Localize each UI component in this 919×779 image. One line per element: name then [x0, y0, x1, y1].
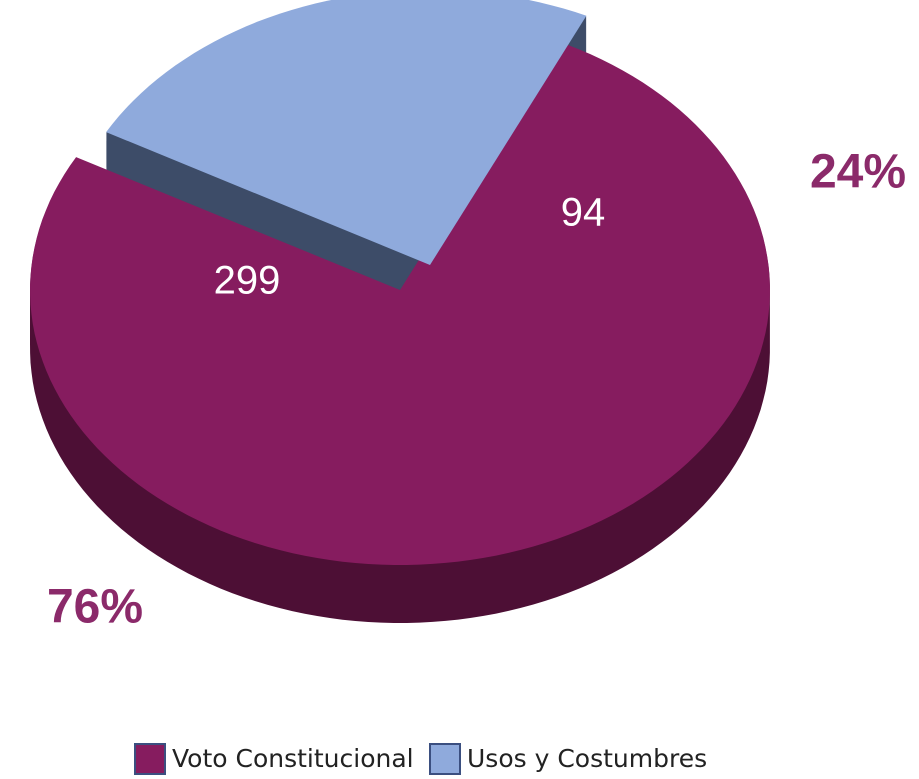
value-label: 94	[561, 191, 606, 235]
legend-swatch	[429, 743, 461, 775]
legend-label: Voto Constitucional	[172, 744, 414, 773]
percentage-label: 76%	[47, 581, 143, 634]
value-label: 299	[214, 259, 281, 303]
slice	[30, 40, 770, 566]
slice	[106, 0, 587, 265]
percentage-label: 24%	[810, 146, 906, 199]
legend-label: Usos y Costumbres	[467, 744, 707, 773]
legend-swatch	[134, 743, 166, 775]
